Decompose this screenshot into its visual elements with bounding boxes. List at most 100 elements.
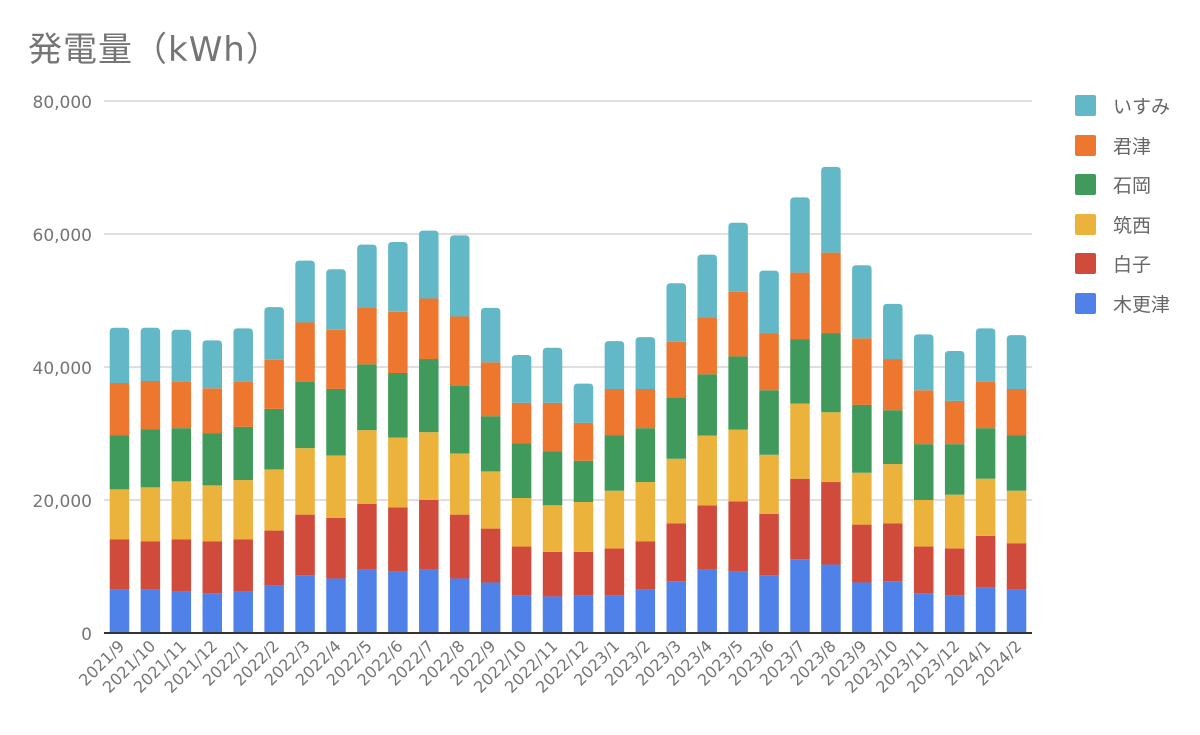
legend-swatch: [1075, 95, 1096, 117]
bar-segment: [480, 528, 501, 583]
bar-segment: [542, 402, 563, 452]
bar-stack: [975, 328, 996, 633]
bar-segment: [511, 595, 532, 633]
bar-segment: [480, 416, 501, 472]
bar-segment: [388, 507, 408, 572]
bar-segment: [480, 471, 501, 529]
bar-segment: [233, 328, 253, 382]
legend-item: 君津: [1075, 126, 1170, 166]
bar-segment: [233, 381, 253, 427]
bar-segment: [728, 501, 748, 572]
bar-segment: [790, 403, 810, 479]
bar-stack: [419, 230, 439, 633]
bar-segment: [697, 317, 717, 375]
bar-segment: [635, 482, 656, 542]
bar-segment: [419, 298, 439, 360]
bar-segment: [542, 505, 563, 552]
bar-stack: [202, 340, 223, 633]
bar-segment: [573, 460, 594, 502]
legend-swatch: [1075, 253, 1096, 275]
bar-segment: [852, 265, 872, 339]
bar-stack: [1006, 335, 1027, 633]
chart-title: 発電量（kWh）: [28, 30, 281, 70]
bar-segment: [109, 435, 130, 490]
bar-segment: [295, 448, 315, 515]
bar-segment: [295, 575, 315, 633]
bar-segment: [573, 595, 594, 633]
bar-segment: [449, 385, 470, 454]
bar-segment: [759, 390, 779, 455]
bar-segment: [697, 374, 717, 436]
bar-stack: [233, 328, 253, 633]
legend-label: 筑西: [1113, 214, 1152, 237]
bar-segment: [852, 582, 872, 633]
bar-stack: [264, 307, 284, 633]
bar-segment: [140, 327, 161, 381]
bar-segment: [666, 458, 687, 524]
bar-stack: [604, 341, 625, 633]
bar-segment: [388, 241, 408, 312]
bar-segment: [913, 593, 934, 633]
bar-segment: [852, 338, 872, 405]
bar-segment: [852, 404, 872, 473]
bar-segment: [264, 530, 284, 586]
bar-segment: [357, 430, 377, 504]
bar-segment: [109, 327, 130, 383]
y-tick-label: 20,000: [33, 492, 92, 512]
bar-segment: [635, 541, 656, 590]
bar-segment: [944, 548, 965, 596]
bar-segment: [666, 341, 687, 398]
bar-segment: [233, 426, 253, 481]
bar-segment: [511, 402, 532, 444]
bar-segment: [202, 433, 223, 486]
bar-segment: [480, 362, 501, 417]
bar-segment: [419, 569, 439, 633]
bar-segment: [264, 307, 284, 360]
bar-segment: [326, 578, 346, 633]
bar-segment: [542, 551, 563, 597]
bar-segment: [202, 340, 223, 389]
bar-segment: [542, 596, 563, 633]
bar-segment: [728, 222, 748, 292]
bar-stack: [171, 329, 192, 633]
bar-segment: [975, 478, 996, 536]
legend-item: 木更津: [1075, 284, 1170, 324]
bar-segment: [852, 472, 872, 525]
bar-segment: [388, 372, 408, 438]
bar-segment: [202, 593, 223, 633]
bar-stack: [140, 327, 161, 633]
bar-stack: [790, 197, 810, 633]
bar-stack: [913, 334, 934, 633]
legend-label: 木更津: [1113, 293, 1171, 316]
bar-segment: [944, 400, 965, 445]
bar-segment: [357, 364, 377, 431]
bar-segment: [388, 311, 408, 373]
bar-segment: [264, 469, 284, 531]
legend-item: いすみ: [1075, 86, 1170, 126]
bar-segment: [604, 388, 625, 436]
bar-segment: [264, 408, 284, 470]
bar-segment: [821, 252, 841, 334]
gridlines: [104, 100, 1032, 501]
bar-segment: [852, 524, 872, 583]
bar-segment: [573, 551, 594, 596]
bar-segment: [728, 291, 748, 357]
bar-segment: [790, 478, 810, 560]
bar-segment: [666, 581, 687, 633]
bar-segment: [140, 380, 161, 430]
y-axis-ticks: 0 20,000 40,000 60,000 80,000: [33, 93, 92, 645]
bar-segment: [140, 589, 161, 633]
bar-segment: [821, 412, 841, 483]
bar-segment: [419, 359, 439, 433]
y-tick-label: 40,000: [33, 359, 92, 379]
bar-segment: [171, 539, 192, 592]
legend-item: 筑西: [1075, 205, 1170, 245]
bar-segment: [604, 548, 625, 596]
bar-segment: [666, 397, 687, 459]
bar-segment: [202, 388, 223, 434]
bar-segment: [511, 546, 532, 596]
bar-stack: [109, 327, 130, 633]
bar-stack: [295, 260, 315, 633]
bar-segment: [357, 569, 377, 633]
bar-segment: [975, 428, 996, 479]
